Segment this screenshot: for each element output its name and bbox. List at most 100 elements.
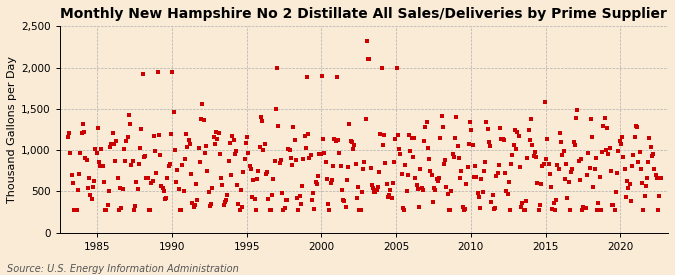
Point [222,193,233,197]
Point [309,207,320,211]
Point [523,128,534,133]
Point [254,145,265,150]
Point [415,167,426,171]
Point [302,75,313,79]
Point [294,194,305,198]
Point [384,192,395,197]
Point [321,176,332,181]
Point [101,208,112,213]
Point [157,186,168,191]
Point [396,172,407,176]
Point [132,187,143,191]
Point [278,208,289,213]
Point [411,183,422,188]
Point [165,162,176,166]
Point [622,179,632,183]
Point [614,139,625,144]
Point [197,102,208,106]
Point [68,181,78,185]
Point [147,179,158,183]
Point [240,141,251,145]
Point [392,133,403,137]
Point [126,163,137,167]
Point [360,117,371,121]
Point [242,135,252,139]
Point [427,200,438,204]
Point [313,174,323,178]
Point [510,128,520,132]
Point [121,139,132,143]
Point [296,202,306,207]
Point [573,159,584,163]
Point [312,182,323,186]
Point [578,204,589,209]
Point [330,139,341,143]
Point [548,200,559,205]
Point [383,194,394,199]
Point [412,187,423,191]
Point [570,116,581,120]
Point [249,197,260,201]
Point [208,135,219,139]
Point [272,65,283,70]
Point [481,120,492,125]
Point [632,125,643,129]
Point [212,137,223,141]
Point [76,131,87,135]
Point [88,179,99,183]
Point [136,126,146,131]
Point [94,160,105,164]
Point [630,124,641,129]
Point [612,170,622,175]
Point [435,135,446,140]
Point [308,190,319,195]
Point [489,207,500,211]
Point [479,169,489,173]
Point [223,159,234,164]
Point [593,201,604,205]
Point [560,177,570,181]
Point [577,208,588,213]
Point [63,131,74,135]
Point [570,143,580,147]
Point [215,152,225,156]
Point [96,147,107,152]
Point [613,148,624,153]
Point [638,208,649,213]
Point [119,147,130,152]
Point [489,206,500,211]
Point [623,185,634,190]
Point [456,169,467,174]
Point [562,196,572,200]
Point [601,126,612,130]
Point [457,204,468,209]
Point [585,117,596,121]
Point [288,125,299,130]
Point [524,138,535,142]
Point [552,163,563,167]
Point [84,175,95,180]
Point [352,185,363,189]
Text: Source: U.S. Energy Information Administration: Source: U.S. Energy Information Administ… [7,264,238,274]
Point [318,137,329,142]
Point [440,158,451,162]
Point [554,131,565,136]
Point [654,193,665,198]
Point [589,167,600,171]
Point [402,173,413,178]
Point [520,208,531,213]
Point [346,140,357,144]
Point [150,149,161,153]
Point [642,176,653,180]
Point [86,196,97,201]
Point [81,158,92,163]
Point [446,188,457,193]
Point [80,156,90,160]
Point [135,145,146,150]
Point [172,168,183,173]
Point [501,189,512,193]
Point [470,164,481,168]
Point [92,126,103,130]
Point [153,133,164,137]
Point [354,208,364,213]
